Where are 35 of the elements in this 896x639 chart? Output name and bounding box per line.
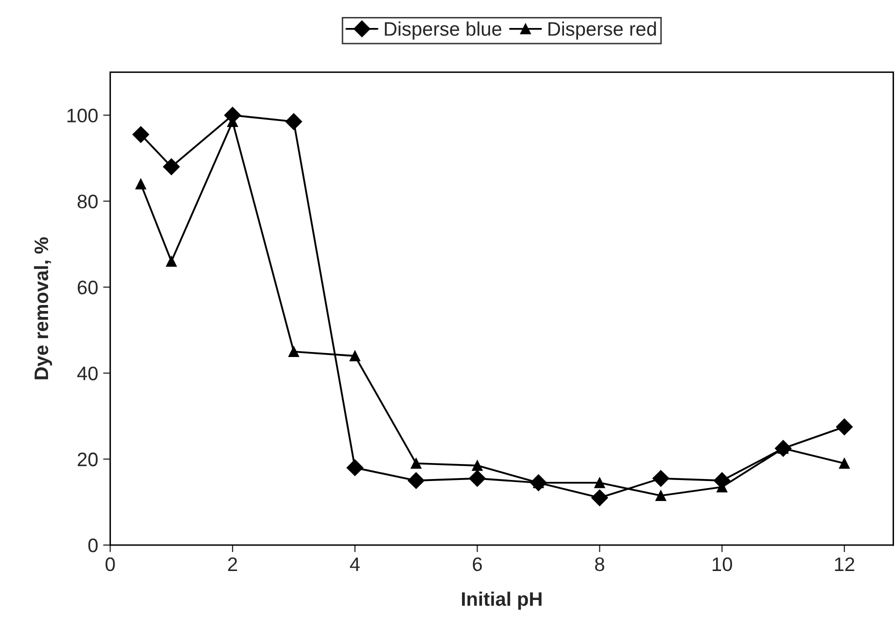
y-tick-label: 0: [88, 538, 98, 552]
point: [350, 350, 360, 362]
y-tick-label: 40: [77, 366, 98, 380]
point: [163, 158, 180, 176]
point: [408, 472, 424, 489]
y-tick-label: 60: [78, 280, 98, 294]
y-axis-title: Dye removal, %: [34, 237, 52, 380]
y-tick-label: 20: [78, 452, 98, 466]
point: [410, 458, 422, 469]
point: [836, 418, 853, 436]
x-tick-label: 6: [472, 557, 482, 572]
x-tick-label: 8: [595, 557, 604, 572]
point: [346, 459, 364, 476]
point: [594, 477, 606, 488]
point: [288, 346, 300, 358]
point: [838, 458, 850, 469]
point: [655, 490, 666, 502]
point: [468, 470, 486, 487]
point: [166, 256, 177, 267]
y-tick-label: 100: [67, 108, 98, 122]
point: [472, 460, 483, 471]
point: [285, 113, 302, 130]
legend-label: Disperse red: [548, 22, 656, 40]
x-tick-label: 2: [228, 557, 237, 571]
x-axis-title: Initial pH: [462, 592, 542, 610]
point: [132, 126, 150, 143]
y-tick-label: 80: [78, 194, 98, 208]
point: [591, 489, 608, 506]
point: [652, 470, 670, 487]
x-tick-label: 4: [350, 558, 360, 571]
x-tick-label: 12: [835, 557, 854, 571]
legend-label: Disperse blue: [384, 22, 502, 40]
x-tick-label: 0: [106, 557, 115, 572]
x-tick-label: 10: [712, 557, 732, 572]
point: [135, 178, 146, 190]
